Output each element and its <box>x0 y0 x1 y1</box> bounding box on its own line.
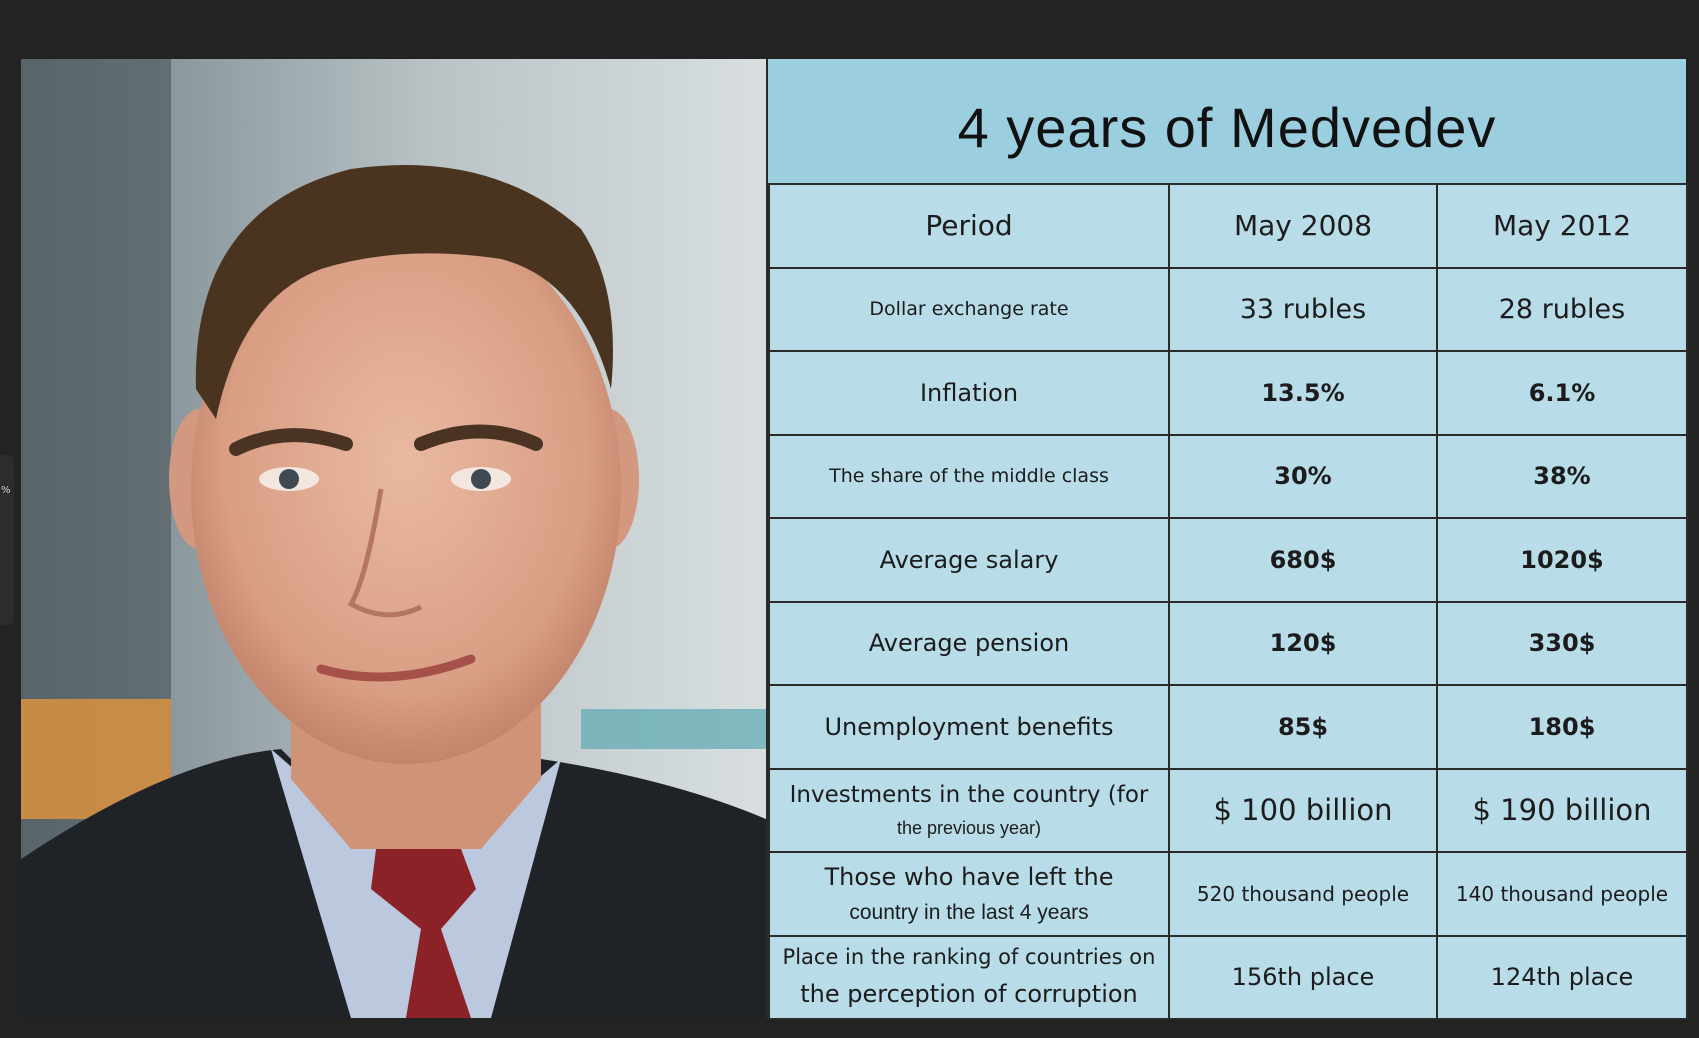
table-row: Dollar exchange rate 33 rubles 28 rubles <box>768 266 1688 352</box>
value-2008: $ 100 billion <box>1168 767 1438 853</box>
side-strip-percent: % <box>1 485 11 496</box>
table-row: Average pension 120$ 330$ <box>768 600 1688 686</box>
value-2012: 140 thousand people <box>1436 851 1688 937</box>
row-label-line: Investments in the country (for <box>789 782 1149 809</box>
table-row: Average salary 680$ 1020$ <box>768 517 1688 603</box>
value-2012: 38% <box>1436 433 1688 519</box>
table-row: Those who have left the country in the l… <box>768 851 1688 937</box>
row-label: Inflation <box>768 350 1170 436</box>
table-row: The share of the middle class 30% 38% <box>768 433 1688 519</box>
value-2012: 28 rubles <box>1436 266 1688 352</box>
value-2008: 85$ <box>1168 684 1438 770</box>
row-label: Unemployment benefits <box>768 684 1170 770</box>
value-2012: 1020$ <box>1436 517 1688 603</box>
row-label-line: Place in the ranking of countries on <box>782 945 1156 970</box>
table-row: Inflation 13.5% 6.1% <box>768 350 1688 436</box>
row-label: The share of the middle class <box>768 433 1170 519</box>
row-label: Average salary <box>768 517 1170 603</box>
title-bar: 4 years of Medvedev <box>768 59 1686 183</box>
value-2012: 124th place <box>1436 934 1688 1020</box>
value-2008: 520 thousand people <box>1168 851 1438 937</box>
side-panel-strip: % <box>0 455 14 625</box>
header-may-2012: May 2012 <box>1436 183 1688 269</box>
value-2008: 120$ <box>1168 600 1438 686</box>
slide: 4 years of Medvedev Period May 2008 May … <box>21 59 1688 1020</box>
value-2008: 156th place <box>1168 934 1438 1020</box>
row-label: Those who have left the country in the l… <box>768 851 1170 937</box>
value-2012: 6.1% <box>1436 350 1688 436</box>
stats-panel: 4 years of Medvedev Period May 2008 May … <box>766 59 1688 1020</box>
value-2012: $ 190 billion <box>1436 767 1688 853</box>
table-header-row: Period May 2008 May 2012 <box>768 183 1688 269</box>
value-2008: 13.5% <box>1168 350 1438 436</box>
table-row: Unemployment benefits 85$ 180$ <box>768 684 1688 770</box>
table-row: Investments in the country (for the prev… <box>768 767 1688 853</box>
value-2008: 680$ <box>1168 517 1438 603</box>
row-label: Dollar exchange rate <box>768 266 1170 352</box>
header-may-2008: May 2008 <box>1168 183 1438 269</box>
header-period: Period <box>768 183 1170 269</box>
row-label-subline: country in the last 4 years <box>849 901 1089 925</box>
row-label-line: Those who have left the <box>824 862 1114 891</box>
row-label: Place in the ranking of countries on the… <box>768 934 1170 1020</box>
value-2012: 180$ <box>1436 684 1688 770</box>
portrait-photo <box>21 59 766 1018</box>
stats-table: Period May 2008 May 2012 Dollar exchange… <box>768 183 1688 1020</box>
value-2008: 33 rubles <box>1168 266 1438 352</box>
row-label-subline: the perception of corruption <box>800 979 1138 1008</box>
row-label: Average pension <box>768 600 1170 686</box>
table-row: Place in the ranking of countries on the… <box>768 934 1688 1020</box>
page-title: 4 years of Medvedev <box>957 95 1497 159</box>
value-2008: 30% <box>1168 433 1438 519</box>
row-label: Investments in the country (for the prev… <box>768 767 1170 853</box>
row-label-subline: the previous year) <box>896 818 1042 839</box>
value-2012: 330$ <box>1436 600 1688 686</box>
